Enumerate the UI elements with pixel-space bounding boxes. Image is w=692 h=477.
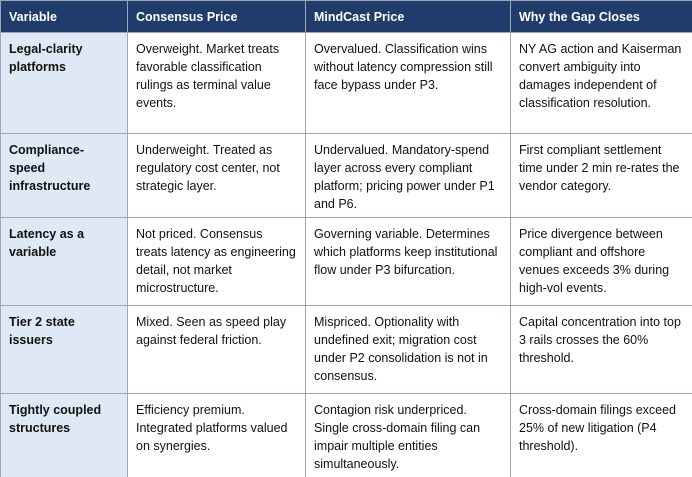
row-label: Tightly coupled structures [0,393,128,477]
row-label: Tier 2 state issuers [0,305,128,394]
table-row: Tightly coupled structures Efficiency pre… [0,393,692,477]
table-row: Tier 2 state issuers Mixed. Seen as speed… [0,305,692,394]
cell: Overvalued. Classification wins without … [305,32,511,134]
cell: Cross-domain filings exceed 25% of new l… [510,393,692,477]
table-row: Legal-clarity platforms Overweight. Marke… [0,32,692,134]
cell: Governing variable. Determines which pla… [305,217,511,306]
row-label: Compliance-speed infrastructure [0,133,128,218]
cell: Capital concentration into top 3 rails c… [510,305,692,394]
table-row: Compliance-speed infrastructure Underweig… [0,133,692,218]
cell: First compliant settlement time under 2 … [510,133,692,218]
table-body: Legal-clarity platforms Overweight. Marke… [0,32,692,477]
cell: Overweight. Market treats favorable clas… [127,32,306,134]
header-cell: Consensus Price [127,0,306,33]
cell: Price divergence between compliant and o… [510,217,692,306]
cell: Underweight. Treated as regulatory cost … [127,133,306,218]
header-cell: MindCast Price [305,0,511,33]
header-cell: Why the Gap Closes [510,0,692,33]
cell: Contagion risk underpriced. Single cross… [305,393,511,477]
cell: Not priced. Consensus treats latency as … [127,217,306,306]
cell: NY AG action and Kaiserman convert ambig… [510,32,692,134]
cell: Mispriced. Optionality with undefined ex… [305,305,511,394]
table-row: Latency as a variable Not priced. Consens… [0,217,692,306]
cell: Mixed. Seen as speed play against federa… [127,305,306,394]
cell: Undervalued. Mandatory-spend layer acros… [305,133,511,218]
row-label: Legal-clarity platforms [0,32,128,134]
header-cell: Variable [0,0,128,33]
row-label: Latency as a variable [0,217,128,306]
cell: Efficiency premium. Integrated platforms… [127,393,306,477]
header-row: Variable Consensus Price MindCast Price Why… [0,0,692,33]
